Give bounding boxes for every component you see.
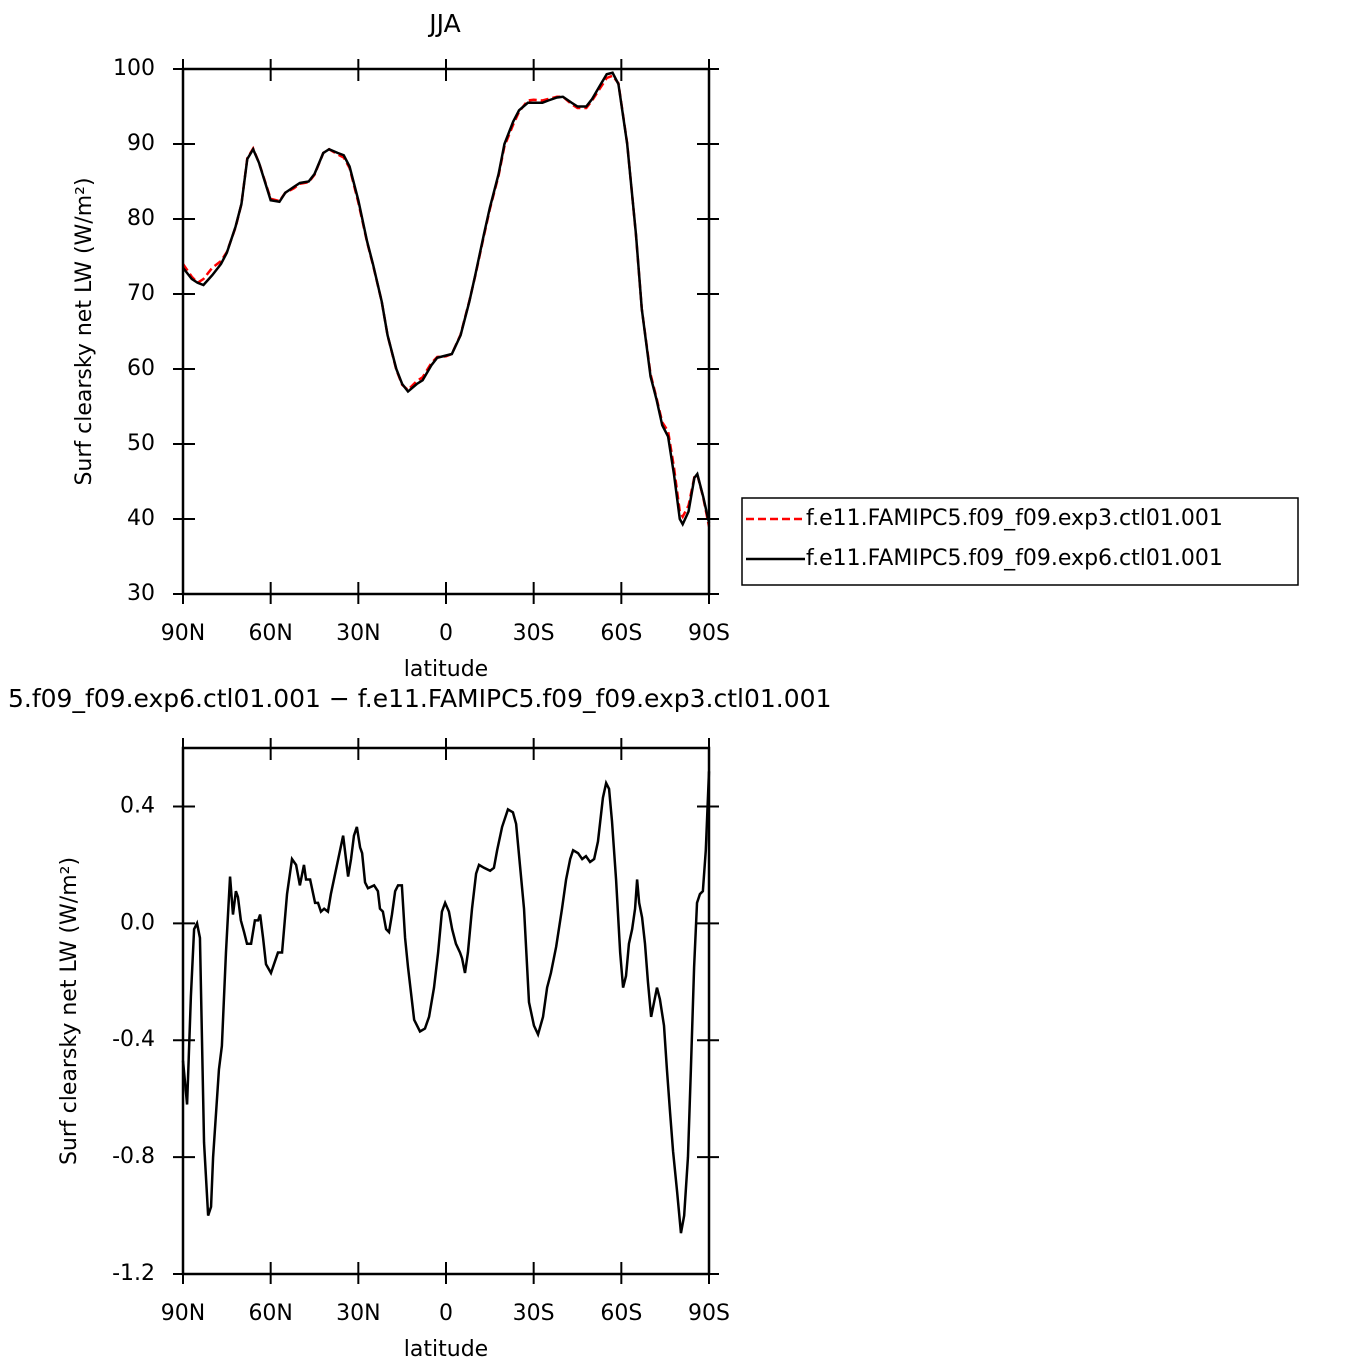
- y-axis-label: Surf clearsky net LW (W/m²): [72, 177, 97, 485]
- y-tick-label: -0.4: [112, 1027, 155, 1052]
- y-tick-label: -0.8: [112, 1144, 155, 1169]
- y-tick-label: 30: [127, 581, 155, 606]
- data-line: [181, 74, 711, 527]
- x-axis-label: latitude: [404, 657, 488, 682]
- data-line: [181, 771, 711, 1234]
- x-tick-label: 90S: [688, 1301, 730, 1326]
- y-tick-label: 50: [127, 431, 155, 456]
- legend-box: [741, 497, 1299, 586]
- chart-title: 5.f09_f09.exp6.ctl01.001 − f.e11.FAMIPC5…: [8, 684, 831, 713]
- x-tick-label: 30S: [513, 1301, 555, 1326]
- data-line: [182, 71, 711, 528]
- x-tick-label: 90N: [161, 621, 205, 646]
- x-tick-label: 0: [439, 1301, 453, 1326]
- y-tick-label: 100: [113, 56, 155, 81]
- plot-frame: [181, 67, 711, 596]
- y-tick-label: 0.0: [120, 910, 155, 935]
- x-tick-label: 90S: [688, 621, 730, 646]
- y-tick-label: 90: [127, 131, 155, 156]
- chart-title: JJA: [427, 9, 460, 38]
- x-tick-label: 60S: [600, 621, 642, 646]
- y-tick-label: 40: [127, 506, 155, 531]
- x-tick-label: 60S: [600, 1301, 642, 1326]
- x-tick-label: 30S: [513, 621, 555, 646]
- y-axis-label: Surf clearsky net LW (W/m²): [57, 857, 82, 1165]
- legend-label: f.e11.FAMIPC5.f09_f09.exp3.ctl01.001: [806, 506, 1223, 531]
- x-tick-label: 0: [439, 621, 453, 646]
- y-tick-label: 70: [127, 281, 155, 306]
- x-tick-label: 60N: [248, 621, 292, 646]
- y-tick-label: 0.4: [120, 793, 155, 818]
- x-tick-label: 30N: [336, 621, 380, 646]
- x-tick-label: 60N: [248, 1301, 292, 1326]
- plot-frame: [181, 746, 711, 1276]
- x-axis-label: latitude: [404, 1337, 488, 1362]
- y-tick-label: -1.2: [112, 1261, 155, 1286]
- x-tick-label: 90N: [161, 1301, 205, 1326]
- x-tick-label: 30N: [336, 1301, 380, 1326]
- y-tick-label: 80: [127, 206, 155, 231]
- y-tick-label: 60: [127, 356, 155, 381]
- legend-label: f.e11.FAMIPC5.f09_f09.exp6.ctl01.001: [806, 546, 1223, 571]
